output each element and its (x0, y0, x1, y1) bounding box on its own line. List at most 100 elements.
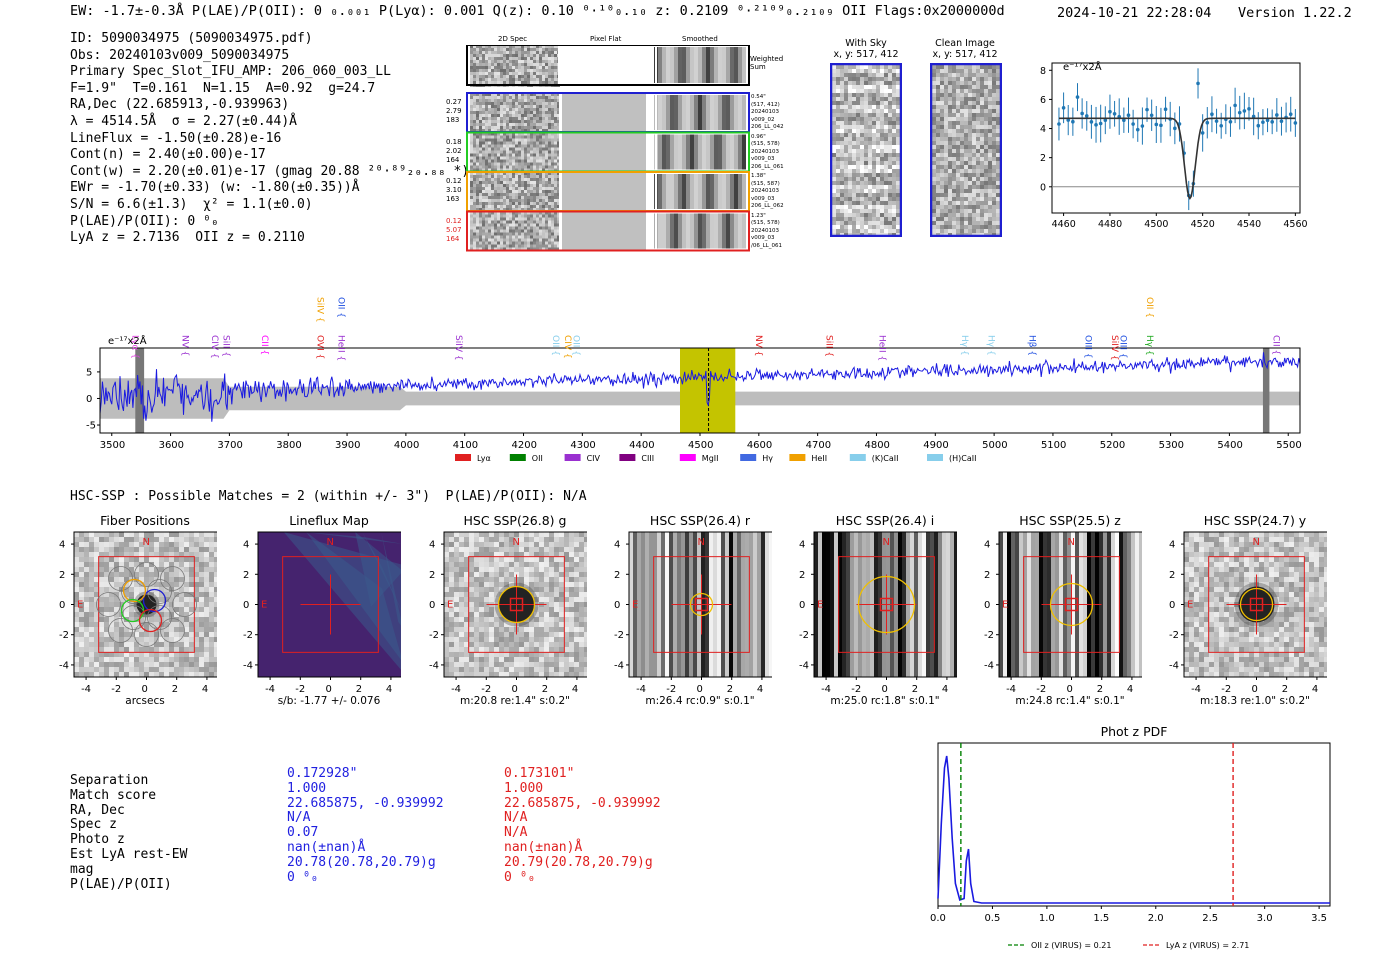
emission-line-label: Hγ { (959, 335, 969, 356)
sky-pixel (124, 577, 129, 582)
spec-pixel (524, 159, 527, 163)
east-label: E (261, 600, 267, 611)
spec-pixel (512, 172, 515, 175)
image-pixel (836, 193, 840, 197)
sky-pixel (84, 657, 89, 662)
image-pixel (988, 125, 992, 129)
sky-pixel (144, 542, 149, 547)
image-pixel (996, 117, 1000, 121)
image-pixel (896, 73, 900, 77)
image-pixel (860, 177, 864, 181)
smoothed-band (738, 174, 742, 209)
image-pixel (948, 221, 952, 225)
sky-pixel (494, 547, 499, 552)
spec-pixel (503, 132, 506, 136)
image-pixel (832, 153, 836, 157)
spec-pixel (485, 138, 488, 142)
smoothed-band (690, 95, 694, 130)
sky-pixel (184, 667, 189, 672)
sky-pixel (509, 547, 514, 552)
image-pixel (956, 197, 960, 201)
spec-pixel (479, 193, 482, 196)
image-pixel (992, 65, 996, 69)
sky-pixel (504, 537, 509, 542)
fiber-meta: (515, 578) (751, 220, 780, 226)
sky-pixel (514, 532, 519, 537)
sky-pixel (134, 587, 139, 592)
spec-pixel (536, 150, 539, 154)
spec-pixel (494, 190, 497, 193)
image-pixel (936, 69, 940, 73)
spec-pixel (548, 99, 551, 102)
sky-pixel (149, 562, 154, 567)
spec-pixel (530, 162, 533, 166)
image-pixel (864, 169, 868, 173)
spec-pixel (536, 229, 539, 233)
image-pixel (872, 85, 876, 89)
spec-pixel (548, 72, 551, 75)
image-pixel (940, 161, 944, 165)
spec-pixel (503, 57, 506, 60)
spec-pixel (503, 244, 506, 248)
fiber-left-label: 0.12 3.10 163 (446, 177, 462, 204)
sky-pixel (479, 532, 484, 537)
spec-pixel (482, 96, 485, 99)
spec-pixel (521, 211, 524, 215)
image-pixel (956, 117, 960, 121)
hsc-x-tick: -4 (265, 684, 275, 695)
image-pixel (984, 225, 988, 229)
smoothed-band (678, 174, 682, 209)
image-pixel (844, 193, 848, 197)
data-point (1219, 123, 1223, 128)
image-pixel (948, 117, 952, 121)
spec-pixel (554, 202, 557, 205)
spec-pixel (506, 172, 509, 175)
image-pixel (940, 145, 944, 149)
sky-pixel (99, 672, 104, 677)
spec-pixel (476, 78, 479, 81)
image-pixel (836, 81, 840, 85)
header-version: Version 1.22.2 (1238, 5, 1352, 21)
spec-pixel (524, 196, 527, 199)
spec-pixel (485, 168, 488, 172)
image-pixel (980, 117, 984, 121)
emission-line-label: CIV { (562, 335, 572, 359)
sky-pixel (114, 662, 119, 667)
spec-pixel (539, 51, 542, 54)
image-pixel (956, 153, 960, 157)
data-point (1112, 111, 1117, 116)
image-pixel (832, 193, 836, 197)
image-pixel (932, 193, 936, 197)
image-pixel (856, 69, 860, 73)
image-pixel (832, 113, 836, 117)
image-pixel (936, 189, 940, 193)
line-window-highlight (680, 348, 736, 433)
spec-pixel (551, 229, 554, 233)
sky-pixel (214, 672, 217, 677)
spec-pixel (539, 208, 542, 211)
image-pixel (952, 105, 956, 109)
spec-pixel (533, 184, 536, 187)
aperture-box (282, 556, 379, 653)
spec-pixel (494, 60, 497, 63)
sky-pixel (74, 672, 79, 677)
sky-pixel (214, 552, 217, 557)
spec-pixel (518, 105, 521, 108)
fiber-stat: 3.10 (446, 186, 462, 194)
sky-pixel (584, 557, 587, 562)
spec-pixel (479, 211, 482, 215)
spec-pixel (473, 202, 476, 205)
spec-pixel (485, 223, 488, 227)
image-pixel (868, 113, 872, 117)
spec-pixel (548, 184, 551, 187)
image-pixel (848, 209, 852, 213)
fiber-meta: 206_LL_062 (751, 203, 784, 209)
spec-pixel (530, 117, 533, 120)
sky-pixel (94, 642, 99, 647)
spec-pixel (470, 75, 473, 78)
spec-pixel (512, 93, 515, 96)
spec-pixel (497, 205, 500, 208)
sky-pixel (499, 557, 504, 562)
spec-pixel (497, 150, 500, 154)
spec-pixel (506, 223, 509, 227)
